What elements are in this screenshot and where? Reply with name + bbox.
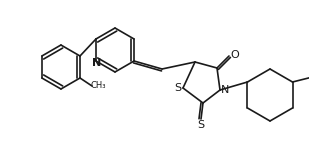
Text: S: S — [175, 83, 182, 93]
Text: CH₃: CH₃ — [90, 82, 106, 90]
Text: N: N — [92, 58, 102, 68]
Text: O: O — [231, 50, 239, 60]
Text: N: N — [221, 85, 229, 95]
Text: S: S — [197, 120, 205, 130]
